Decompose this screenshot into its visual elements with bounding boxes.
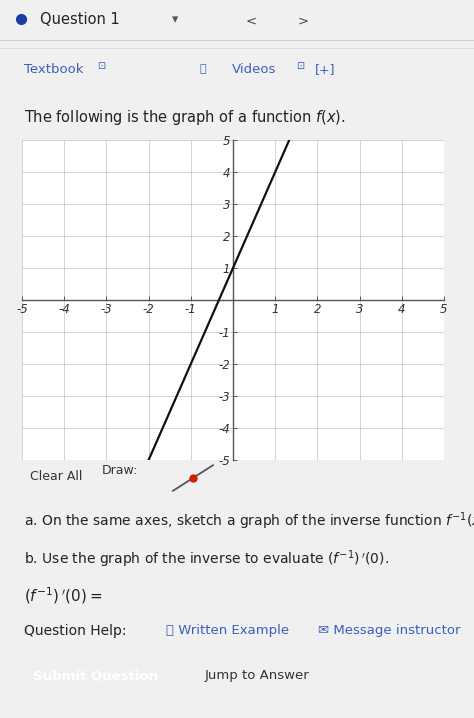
Text: Videos: Videos bbox=[232, 62, 277, 75]
Text: >: > bbox=[298, 14, 309, 27]
Text: Question Help:: Question Help: bbox=[24, 624, 126, 638]
Text: Textbook: Textbook bbox=[24, 62, 83, 75]
Text: ⊡: ⊡ bbox=[296, 62, 304, 72]
Text: ⎘: ⎘ bbox=[199, 64, 206, 74]
Text: a. On the same axes, sketch a graph of the inverse function $f^{-1}(x)$.: a. On the same axes, sketch a graph of t… bbox=[24, 510, 474, 531]
Text: Question 1: Question 1 bbox=[40, 12, 120, 27]
Text: b. Use the graph of the inverse to evaluate $(f^{-1})\,'(0)$.: b. Use the graph of the inverse to evalu… bbox=[24, 548, 389, 569]
Text: Jump to Answer: Jump to Answer bbox=[205, 669, 310, 683]
Text: ✉ Message instructor: ✉ Message instructor bbox=[318, 624, 460, 637]
Text: Clear All: Clear All bbox=[30, 470, 82, 482]
Text: Submit Question: Submit Question bbox=[33, 669, 158, 683]
Text: The following is the graph of a function $f(x)$.: The following is the graph of a function… bbox=[24, 108, 346, 126]
Text: ▾: ▾ bbox=[172, 14, 179, 27]
Text: [+]: [+] bbox=[315, 62, 336, 75]
Text: 📄 Written Example: 📄 Written Example bbox=[166, 624, 289, 637]
Text: Draw:: Draw: bbox=[102, 464, 138, 477]
Text: ⊡: ⊡ bbox=[97, 62, 105, 72]
Text: <: < bbox=[246, 14, 257, 27]
Text: $(f^{-1})\,'(0) =$: $(f^{-1})\,'(0) =$ bbox=[24, 585, 102, 606]
